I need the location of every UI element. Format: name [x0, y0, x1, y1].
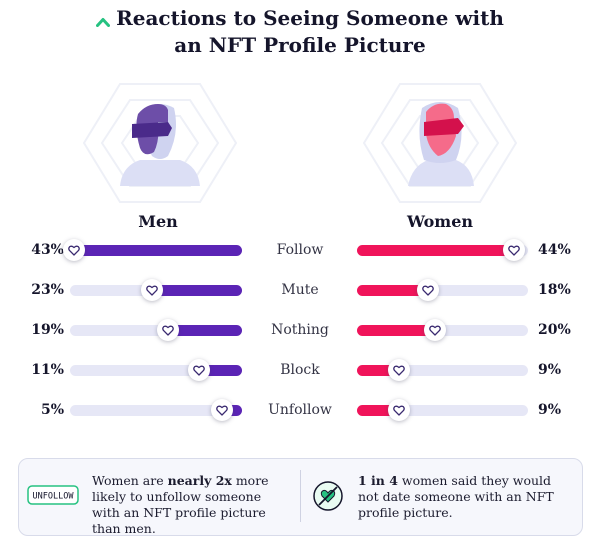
- men-track-follow: [62, 239, 242, 261]
- chevron-up-icon: [96, 7, 111, 33]
- category-label-follow: Follow: [276, 242, 324, 258]
- men-bar-block: [199, 365, 242, 376]
- men-track-nothing: [70, 319, 242, 341]
- category-label-unfollow: Unfollow: [268, 402, 332, 418]
- note-1-bold: nearly 2x: [167, 473, 232, 488]
- women-track-unfollow: [357, 399, 528, 421]
- men-group-label: Men: [138, 212, 178, 231]
- men-track-block: [70, 359, 242, 381]
- chart-title-line-1: Reactions to Seeing Someone with: [0, 5, 600, 33]
- unfollow-tag-text: UNFOLLOW: [33, 492, 75, 502]
- note-2-post: women said they would not date someone w…: [358, 473, 554, 520]
- heart-icon: [141, 279, 164, 301]
- unfollow-tag-icon: UNFOLLOW: [26, 482, 80, 512]
- heart-icon: [387, 399, 410, 421]
- heart-icon: [417, 279, 440, 301]
- men-value-nothing: 19%: [31, 322, 64, 338]
- heart-icon: [62, 239, 85, 261]
- title-text-1: Reactions to Seeing Someone with: [116, 6, 504, 30]
- women-track-follow: [357, 239, 528, 261]
- women-value-unfollow: 9%: [538, 402, 562, 418]
- women-track-nothing: [357, 319, 528, 341]
- women-value-block: 9%: [538, 362, 562, 378]
- men-value-mute: 23%: [31, 282, 64, 298]
- women-value-follow: 44%: [538, 242, 571, 258]
- heart-icon: [188, 359, 210, 381]
- note-2-bold: 1 in 4: [358, 473, 398, 488]
- masked-man-avatar-icon: [80, 78, 240, 212]
- note-1: Women are nearly 2x more likely to unfol…: [92, 473, 288, 537]
- women-group-label: Women: [406, 212, 474, 231]
- heart-icon: [503, 239, 525, 261]
- note-1-pre: Women are: [92, 473, 168, 488]
- women-bar-mute: [357, 285, 429, 296]
- heart-icon: [423, 319, 446, 341]
- men-value-follow: 43%: [31, 242, 64, 258]
- chart-title-line-2: an NFT Profile Picture: [174, 33, 426, 57]
- women-bar-unfollow: [357, 405, 399, 416]
- women-bar-block: [357, 365, 399, 376]
- category-label-block: Block: [280, 362, 320, 378]
- men-bar-nothing: [167, 325, 242, 336]
- men-value-unfollow: 5%: [40, 402, 64, 418]
- note-2: 1 in 4 women said they would not date so…: [358, 473, 558, 521]
- no-heart-icon: [312, 480, 344, 516]
- women-track-block: [357, 359, 528, 381]
- women-value-mute: 18%: [538, 282, 571, 298]
- women-track-mute: [357, 279, 528, 301]
- heart-icon: [211, 399, 234, 421]
- category-label-nothing: Nothing: [271, 322, 329, 338]
- heart-icon: [387, 359, 410, 381]
- men-bar-mute: [152, 285, 242, 296]
- women-value-nothing: 20%: [538, 322, 571, 338]
- men-track-mute: [70, 279, 242, 301]
- notes-divider: [300, 470, 301, 522]
- women-bar-nothing: [357, 325, 435, 336]
- men-bar-follow: [73, 245, 242, 256]
- heart-icon: [156, 319, 179, 341]
- category-label-mute: Mute: [281, 282, 319, 298]
- women-bar-follow: [357, 245, 514, 256]
- men-value-block: 11%: [31, 362, 64, 378]
- men-track-unfollow: [70, 399, 242, 421]
- masked-woman-avatar-icon: [360, 78, 520, 212]
